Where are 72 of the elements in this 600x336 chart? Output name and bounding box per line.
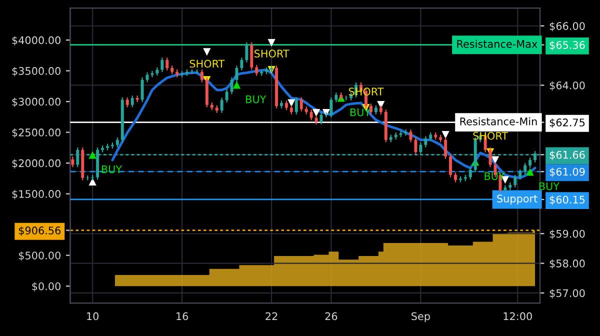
candlestick — [414, 136, 418, 155]
candlestick — [71, 156, 74, 168]
x-tick-label: 12:00 — [504, 312, 532, 320]
y-tick-label: $4000.00 — [12, 36, 60, 46]
candlestick — [245, 42, 248, 63]
ref-line-label: Resistance-Min — [460, 117, 537, 126]
series-label: SHORT — [254, 50, 290, 58]
x-tick-label: 16 — [176, 312, 188, 320]
candlestick — [504, 184, 507, 193]
candlestick — [166, 57, 169, 71]
y2-tick-label: $57.00 — [550, 289, 585, 298]
candlestick — [404, 128, 408, 136]
x-tick-label: 22 — [266, 312, 278, 320]
candlestick — [424, 136, 428, 148]
y-tick-label: $2500.00 — [12, 128, 60, 138]
candlestick — [488, 147, 492, 168]
candlestick — [300, 96, 303, 112]
y2-tick-label: $62.75 — [550, 118, 585, 128]
y-tick-label: $500.00 — [18, 251, 60, 261]
candlestick — [284, 100, 288, 111]
text: BUY — [539, 182, 560, 190]
candlestick — [220, 97, 224, 114]
candlestick — [310, 109, 313, 121]
candlestick — [444, 136, 448, 160]
candlestick — [250, 42, 254, 70]
y2-tick-label: $64.00 — [550, 81, 585, 91]
y-tick-label: $0.00 — [32, 282, 60, 292]
candlestick — [518, 168, 522, 180]
candlestick — [330, 96, 333, 118]
candlestick — [449, 154, 452, 178]
candlestick — [140, 76, 144, 103]
candlestick — [255, 64, 258, 76]
candlestick — [528, 157, 532, 168]
candlestick — [324, 112, 328, 118]
y-tick-label: $3000.00 — [12, 98, 60, 108]
candlestick — [524, 162, 527, 175]
y2-tick-label: $61.66 — [550, 150, 585, 160]
candlestick — [225, 88, 228, 103]
candlestick — [369, 103, 372, 115]
text: SHORT — [190, 60, 225, 68]
y2-tick-label: $66.00 — [550, 22, 585, 32]
candlestick — [160, 57, 164, 73]
x-tick-label: 10 — [87, 312, 99, 320]
candlestick — [454, 172, 457, 183]
series-label: BUY — [102, 166, 122, 174]
x-tick-label: Sep — [412, 312, 430, 322]
y-tick-label: $3500.00 — [12, 66, 60, 76]
x-tick-label: 26 — [325, 312, 338, 320]
y-tick-label: $906.56 — [18, 226, 61, 236]
y2-tick-label: $60.15 — [550, 196, 585, 205]
candlestick — [126, 96, 129, 108]
candlestick — [294, 96, 298, 115]
candlestick — [240, 57, 244, 71]
candlestick — [334, 92, 338, 103]
candlestick — [76, 147, 80, 168]
y2-tick-label: $59.00 — [550, 230, 585, 240]
candlestick — [200, 68, 204, 83]
candlestick — [399, 130, 402, 138]
text: BUY — [246, 95, 266, 104]
candlestick — [130, 95, 134, 108]
ref-line-label: Resistance-Max — [457, 40, 538, 48]
y2-tick-label: $58.00 — [550, 259, 585, 269]
y-tick-label: $1500.00 — [12, 190, 60, 200]
y-tick-label: $2000.00 — [12, 159, 60, 169]
candlestick — [230, 76, 234, 95]
candlestick — [468, 166, 472, 180]
candlestick — [116, 136, 119, 148]
candlestick — [150, 70, 154, 78]
y2-tick-label: $61.09 — [550, 168, 585, 178]
ref-line-label: Support — [497, 194, 538, 205]
y2-tick-label: $65.36 — [550, 40, 585, 50]
candlestick — [514, 174, 517, 188]
